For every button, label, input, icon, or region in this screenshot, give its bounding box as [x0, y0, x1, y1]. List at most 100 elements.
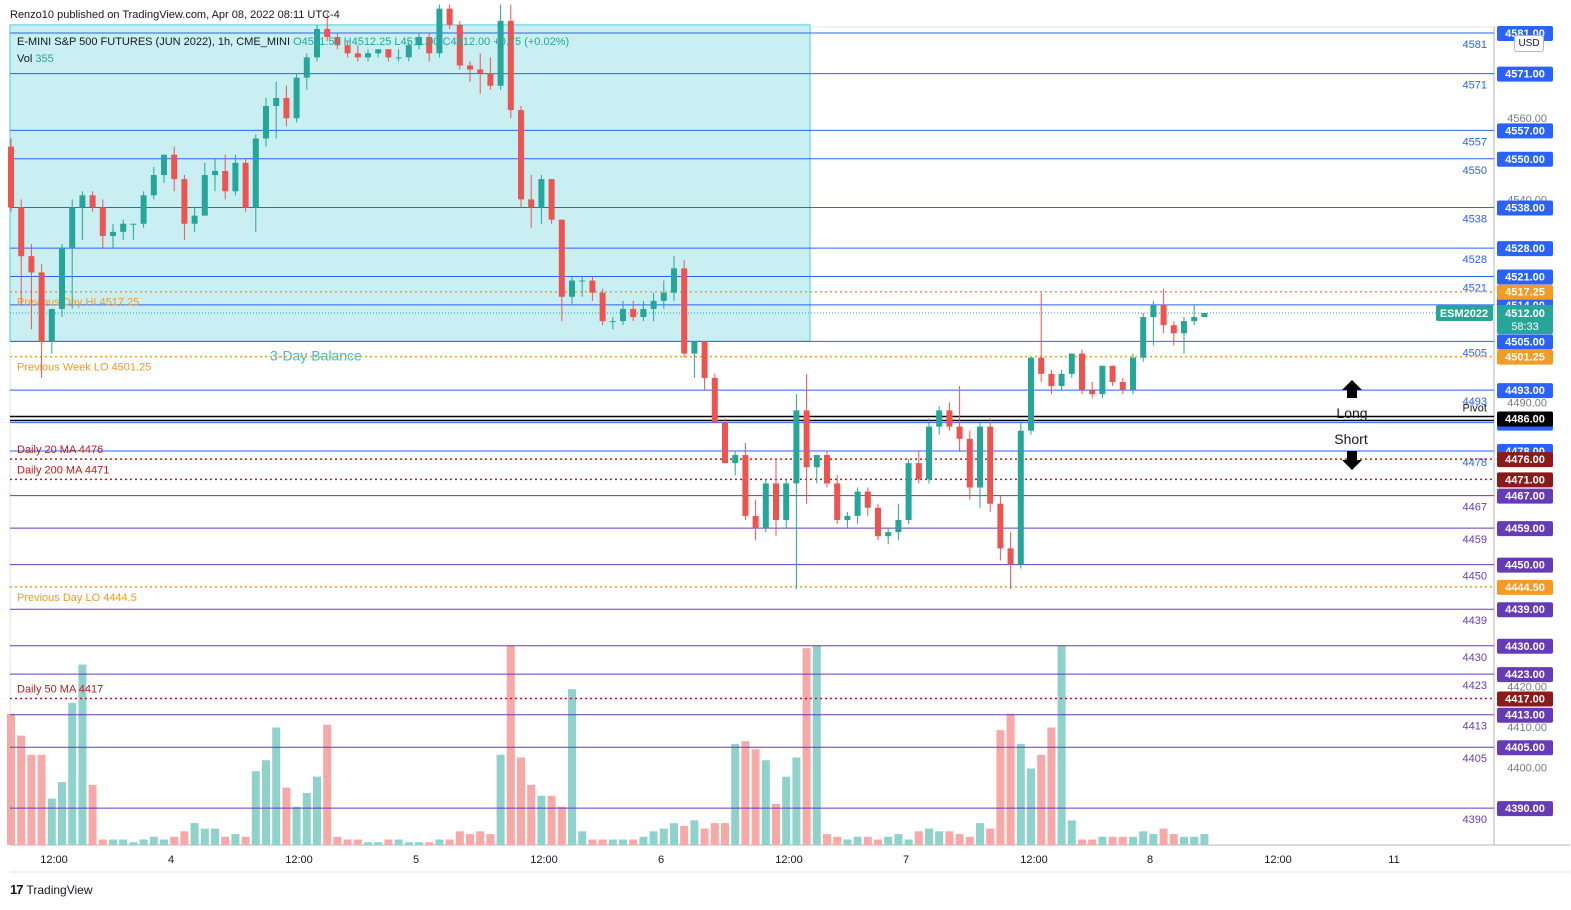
candle-body [1181, 321, 1187, 334]
candle-body [1089, 390, 1096, 395]
long-arrow-icon [1342, 380, 1362, 398]
candle-body [681, 268, 688, 354]
candle-body [946, 410, 953, 427]
level-axis-label: 4390 [1463, 814, 1487, 826]
candle-body [385, 49, 392, 58]
volume-bar [180, 831, 189, 845]
time-axis-tick: 7 [903, 854, 909, 866]
candle-body [783, 483, 790, 520]
time-axis-tick: 12:00 [1020, 854, 1048, 866]
volume-bar [211, 828, 219, 845]
volume-bar [935, 831, 944, 845]
volume-bar [853, 836, 862, 845]
candle-body [59, 248, 65, 309]
currency-button[interactable]: USD [1514, 35, 1544, 52]
volume-bar [1016, 743, 1025, 845]
volume-bar [629, 839, 638, 845]
level-axis-label: 4550 [1463, 165, 1487, 177]
volume-bar [894, 834, 903, 845]
level-axis-label: 4538 [1463, 213, 1487, 225]
level-price-tag-bg [1497, 334, 1553, 350]
volume-bar [1047, 727, 1056, 845]
volume-bar [680, 825, 689, 845]
volume-bar [313, 776, 321, 845]
candle-body [110, 231, 116, 236]
volume-bar [670, 823, 678, 845]
level-price-tag-bg [1497, 667, 1553, 683]
volume-bar [639, 836, 648, 845]
candle-body [1201, 313, 1208, 318]
pivot-price-tag-bg [1497, 411, 1553, 427]
volume-bar [1057, 645, 1066, 845]
volume-bar [476, 831, 485, 845]
candle-body [8, 146, 14, 208]
countdown-label: 58:33 [1511, 321, 1539, 333]
candle-body [1007, 548, 1014, 565]
candle-body [201, 175, 208, 216]
candle-body [589, 280, 596, 293]
pivot-label: Pivot [1463, 403, 1487, 415]
candle-body [161, 154, 167, 176]
candle-body [303, 57, 310, 78]
candle-body [467, 65, 473, 70]
candle-body [1068, 353, 1075, 374]
volume-bar [415, 842, 423, 845]
candle-body [1079, 353, 1085, 391]
volume-bar [425, 842, 434, 845]
volume-bar [955, 834, 964, 845]
candle-body [915, 463, 922, 480]
level-price-tag: 4557.00 [1505, 125, 1545, 137]
candle-body [834, 483, 841, 520]
level-price-tag-bg [1497, 241, 1553, 257]
volume-bar [394, 839, 403, 845]
volume-bar [17, 735, 26, 845]
candle-body [660, 292, 667, 301]
candle-body [354, 53, 361, 58]
volume-bar [129, 842, 138, 845]
candle-body [936, 410, 943, 427]
volume-bar [496, 754, 505, 845]
volume-bar [374, 842, 383, 845]
volume-bar [833, 836, 842, 845]
symbol-legend[interactable]: E-MINI S&P 500 FUTURES (JUN 2022), 1h, C… [17, 36, 569, 48]
long-label: Long [1336, 405, 1367, 421]
candle-body [762, 483, 769, 529]
volume-bar [751, 749, 760, 845]
candle-body [528, 199, 535, 208]
candle-body [48, 308, 55, 342]
volume-bar [98, 839, 107, 845]
candle-body [212, 170, 218, 176]
candle-body [69, 207, 76, 249]
candle-body [722, 422, 728, 464]
volume-bar [1139, 831, 1148, 845]
volume-bar [333, 836, 342, 845]
volume-bar [58, 782, 66, 845]
volume-bar [506, 645, 515, 845]
volume-bar [517, 757, 525, 845]
volume-bar [537, 795, 546, 845]
volume-bar [109, 839, 117, 845]
candle-body [18, 207, 25, 257]
volume-bar [1027, 768, 1035, 845]
candle-body [701, 341, 708, 378]
level-price-tag: 4413.00 [1505, 710, 1545, 722]
volume-bar [1006, 713, 1015, 845]
reference-price-tag-bg [1497, 284, 1553, 300]
candle-body [1038, 357, 1045, 374]
balance-box-label: 3-Day Balance [270, 347, 362, 363]
tv-logo-icon: 17 [10, 882, 24, 897]
level-price-tag: 4571.00 [1505, 69, 1545, 81]
axis-tick-label: 4560.00 [1507, 113, 1547, 125]
level-price-tag-bg [1497, 638, 1553, 654]
volume-legend[interactable]: Vol 355 [17, 53, 54, 65]
volume-bar [608, 839, 617, 845]
level-price-tag-bg [1497, 383, 1553, 399]
candle-body [977, 426, 983, 488]
candle-body [1099, 365, 1106, 395]
volume-bar [139, 839, 148, 845]
level-axis-label: 4557 [1463, 136, 1487, 148]
volume-bar [47, 798, 56, 845]
footer-brand[interactable]: 17 TradingView [10, 882, 93, 897]
candle-body [150, 175, 157, 196]
